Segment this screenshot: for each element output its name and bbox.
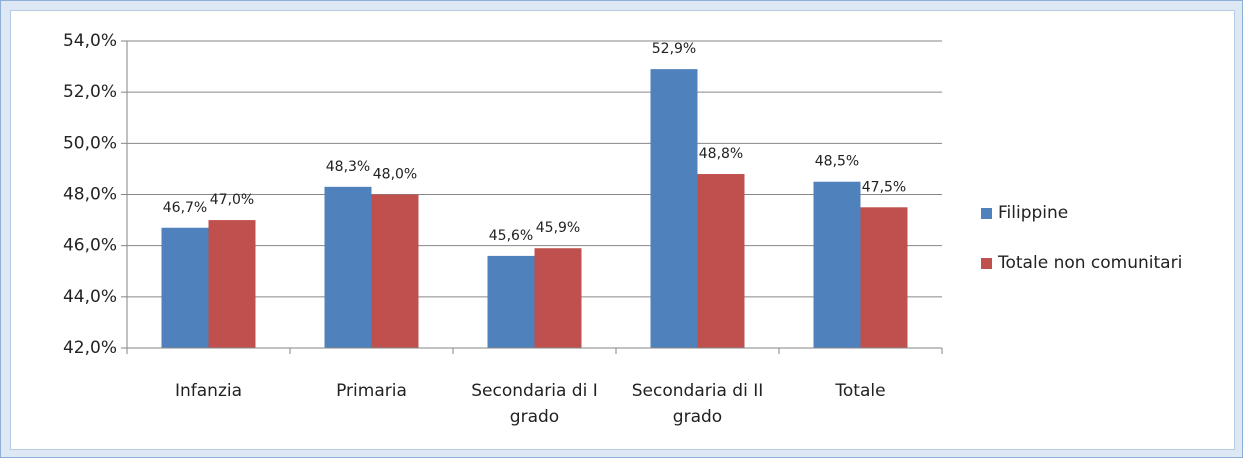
bar — [208, 220, 256, 348]
data-label: 48,3% — [326, 159, 370, 175]
data-label: 48,8% — [699, 146, 743, 162]
data-label: 45,6% — [489, 228, 533, 244]
data-label: 48,5% — [815, 154, 859, 170]
chart: 42,0% 44,0% 46,0% 48,0% 50,0% 52,0% 54,0% 46,7%… — [10, 10, 1235, 450]
bar — [813, 181, 861, 348]
data-label: 47,5% — [862, 179, 906, 195]
y-tick-label: 46,0% — [63, 236, 117, 256]
bar — [371, 194, 419, 348]
bar — [534, 248, 582, 348]
legend-label: Totale non comunitari — [998, 253, 1183, 273]
data-label: 47,0% — [210, 192, 254, 208]
x-tick-label: Primaria — [336, 381, 407, 401]
y-tick-label: 48,0% — [63, 185, 117, 205]
y-tick-label: 54,0% — [63, 31, 117, 51]
legend-swatch — [981, 257, 992, 269]
x-tick-label: Infanzia — [174, 381, 243, 401]
bar — [324, 186, 372, 348]
bar — [161, 227, 209, 348]
y-tick-label: 44,0% — [63, 287, 117, 307]
bar — [697, 174, 745, 348]
x-tick-label: Secondaria di I grado — [471, 381, 598, 427]
bar — [650, 69, 698, 348]
plot: 42,0% 44,0% 46,0% 48,0% 50,0% 52,0% 54,0% 46,7%… — [63, 31, 943, 358]
y-tick-label: 52,0% — [63, 82, 117, 102]
bar — [860, 207, 908, 348]
data-label: 46,7% — [163, 200, 207, 216]
data-label: 48,0% — [373, 167, 417, 183]
legend-item: Filippine — [981, 203, 1068, 223]
legend-swatch — [981, 207, 992, 219]
y-tick-label: 42,0% — [63, 338, 117, 358]
legend-item: Totale non comunitari — [981, 253, 1182, 273]
x-tick-label: Totale — [835, 381, 886, 401]
data-label: 52,9% — [652, 41, 696, 57]
x-tick-label: Secondaria di II grado — [631, 381, 764, 427]
legend-label: Filippine — [998, 203, 1069, 223]
y-tick-label: 50,0% — [63, 133, 117, 153]
bar — [487, 255, 535, 348]
data-label: 45,9% — [536, 220, 580, 236]
